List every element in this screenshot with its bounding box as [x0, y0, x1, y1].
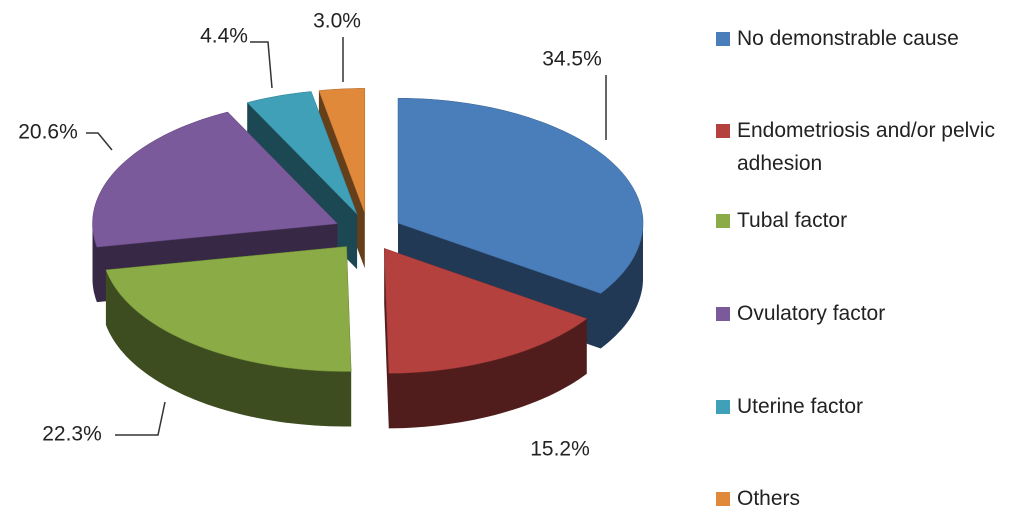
- leader-line: [115, 401, 166, 436]
- slice-top: [318, 88, 366, 214]
- legend-item: Ovulatory factor: [716, 297, 1006, 330]
- data-label: 3.0%: [313, 10, 361, 33]
- legend-item: Endometriosis and/or pelvic adhesion: [716, 114, 1006, 180]
- legend-label: Ovulatory factor: [737, 302, 886, 325]
- legend-item: Others: [716, 482, 1006, 515]
- legend-swatch: [716, 400, 730, 414]
- slice-top: [105, 246, 352, 372]
- legend-swatch: [716, 32, 730, 46]
- legend-swatch: [716, 124, 730, 138]
- slice-top: [92, 111, 339, 248]
- leader-line: [250, 41, 273, 89]
- legend-label: Endometriosis and/or pelvic adhesion: [737, 119, 995, 175]
- data-label: 15.2%: [530, 438, 590, 461]
- data-label: 4.4%: [200, 25, 248, 48]
- slice: [383, 248, 588, 429]
- leader-line: [86, 132, 113, 151]
- legend-item: Uterine factor: [716, 390, 1006, 423]
- legend-label: Tubal factor: [737, 209, 848, 232]
- slice-top: [383, 248, 588, 374]
- data-label: 34.5%: [542, 48, 602, 71]
- slice: [105, 246, 352, 427]
- legend-swatch: [716, 214, 730, 228]
- legend-label: Others: [737, 487, 801, 510]
- legend-item: Tubal factor: [716, 204, 1006, 237]
- slice-top: [397, 97, 644, 294]
- legend-label: Uterine factor: [737, 395, 864, 418]
- legend-label: No demonstrable cause: [737, 27, 959, 50]
- legend-swatch: [716, 307, 730, 321]
- data-label: 22.3%: [42, 423, 102, 446]
- legend-item: No demonstrable cause: [716, 22, 1006, 55]
- data-label: 20.6%: [18, 121, 78, 144]
- legend-swatch: [716, 492, 730, 506]
- slice-top: [246, 91, 358, 215]
